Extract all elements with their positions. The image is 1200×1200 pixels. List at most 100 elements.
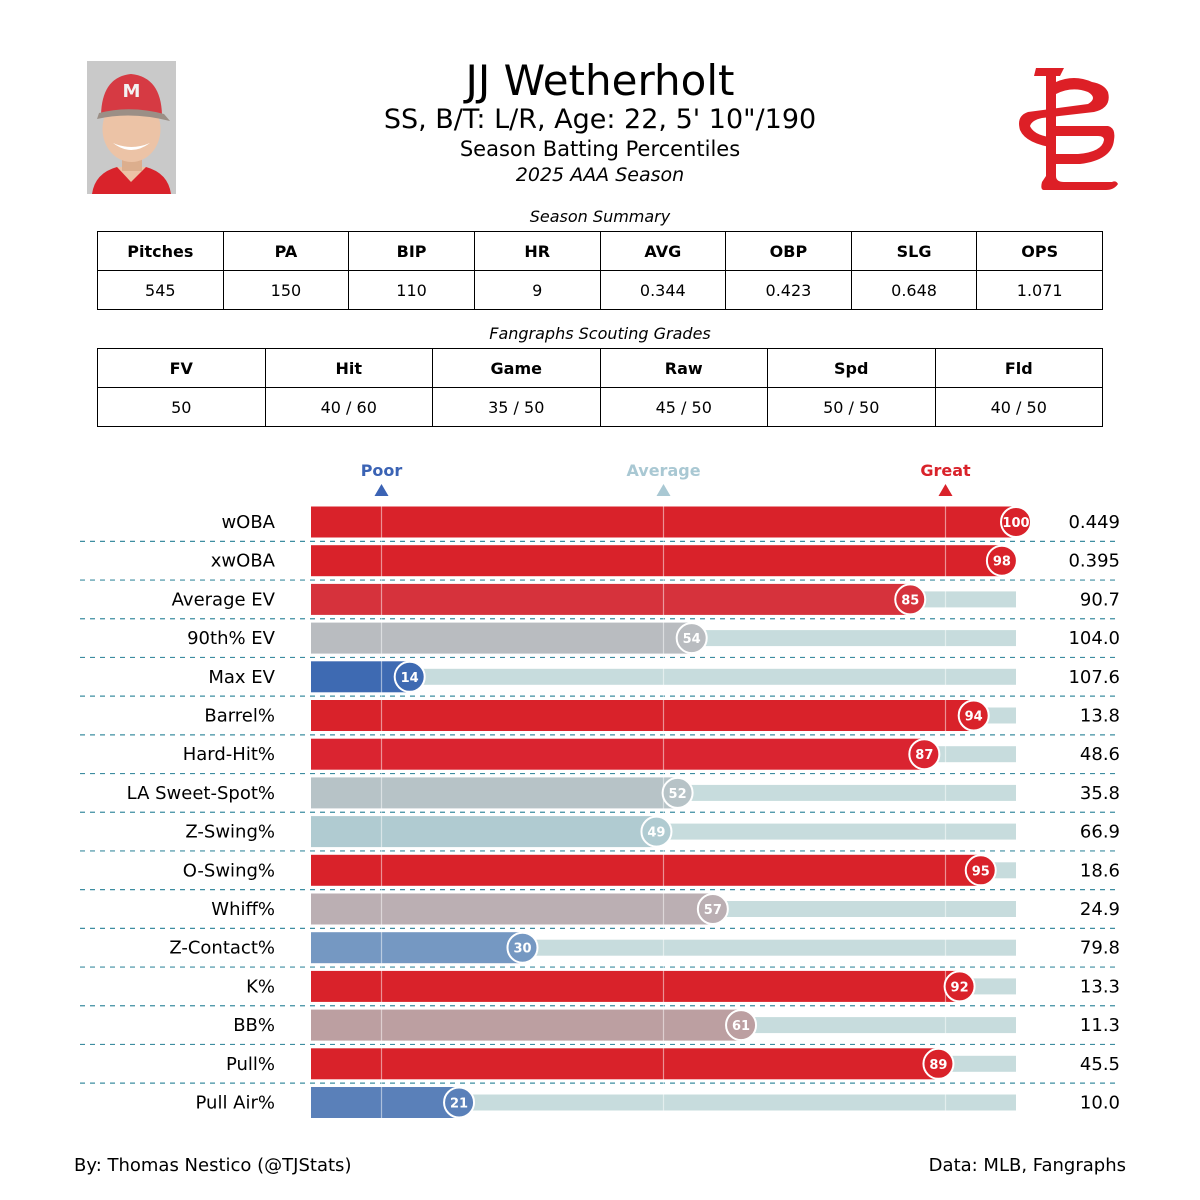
marker-label-average: Average: [626, 461, 700, 480]
label-woba: wOBA: [221, 512, 275, 533]
grades-value-raw: 45 / 50: [599, 387, 768, 427]
value-woba: 0.449: [1068, 512, 1120, 533]
percentile-circle-average-ev: [894, 583, 927, 616]
percentile-label-z-contact: 30: [513, 942, 531, 957]
bar-xwoba: [311, 545, 1002, 577]
percentile-circle-pull-air: [443, 1086, 476, 1119]
percentile-label-hard-hit: 87: [915, 748, 933, 763]
percentile-chart: Poor Average Great wOBA 0.449 xwOBA 0.395 Avera…: [80, 461, 1120, 1119]
value-la-sweet-spot: 35.8: [1080, 783, 1120, 804]
percentile-circle-bb: [725, 1009, 758, 1042]
summary-value-obp: 0.423: [725, 270, 852, 310]
footer-credit: By: Thomas Nestico (@TJStats): [74, 1155, 352, 1176]
stl-cardinals-logo: [1019, 68, 1118, 190]
grades-header-fv: FV: [97, 348, 266, 388]
percentile-circle-max-ev: [393, 660, 426, 693]
grades-header-game: Game: [432, 348, 601, 388]
percentile-circle-barrel: [957, 699, 990, 732]
grades-header-hit: Hit: [264, 348, 433, 388]
marker-triangle-poor: [374, 484, 389, 496]
percentile-label-pull-air: 21: [450, 1097, 468, 1112]
chart-subtitle: Season Batting Percentiles: [459, 137, 741, 161]
percentile-label-la-sweet-spot: 52: [669, 787, 687, 802]
scouting-grades-title: Fangraphs Scouting Grades: [489, 324, 711, 343]
scouting-grades-table: FV Hit Game Raw Spd Fld 50 40 / 60 35 / …: [97, 348, 1103, 427]
marker-triangle-great: [938, 484, 953, 496]
percentile-label-max-ev: 14: [401, 671, 419, 686]
label-xwoba: xwOBA: [211, 551, 276, 572]
summary-header-pa: PA: [222, 231, 350, 271]
value-max-ev: 107.6: [1068, 667, 1120, 688]
label-hard-hit: Hard-Hit%: [183, 744, 275, 765]
summary-header-row: Pitches PA BIP HR AVG OBP SLG OPS: [97, 231, 1103, 271]
percentile-circle-pull: [922, 1047, 955, 1080]
percentile-label-90th-ev: 54: [683, 632, 701, 647]
season-label: 2025 AAA Season: [515, 164, 685, 186]
percentile-label-pull: 89: [929, 1058, 947, 1073]
summary-header-hr: HR: [473, 231, 601, 271]
bar-bb: [311, 1009, 742, 1041]
bar-z-contact: [311, 932, 523, 964]
percentile-circle-whiff: [696, 893, 729, 925]
label-la-sweet-spot: LA Sweet-Spot%: [127, 783, 275, 804]
percentile-circle-xwoba: [985, 544, 1018, 577]
grades-value-row: 50 40 / 60 35 / 50 45 / 50 50 / 50 40 / …: [97, 387, 1103, 427]
label-o-swing: O-Swing%: [183, 860, 275, 881]
player-info: SS, B/T: L/R, Age: 22, 5' 10"/190: [383, 104, 817, 135]
grades-value-game: 35 / 50: [432, 387, 601, 427]
summary-value-ops: 1.071: [976, 270, 1103, 310]
bar-o-swing: [311, 854, 981, 886]
summary-header-pitches: Pitches: [97, 231, 224, 271]
percentile-label-woba: 100: [1002, 516, 1029, 531]
grades-value-fld: 40 / 50: [934, 387, 1103, 427]
label-pull-air: Pull Air%: [196, 1093, 276, 1114]
season-summary-table: Pitches PA BIP HR AVG OBP SLG OPS 545 15…: [97, 231, 1103, 310]
summary-header-bip: BIP: [348, 231, 475, 271]
bar-la-sweet-spot: [311, 777, 678, 809]
value-k: 13.3: [1080, 976, 1120, 997]
label-barrel: Barrel%: [204, 706, 275, 727]
label-k: K%: [246, 976, 275, 997]
percentile-label-z-swing: 49: [647, 826, 665, 841]
value-z-contact: 79.8: [1080, 938, 1120, 959]
value-bb: 11.3: [1080, 1015, 1120, 1036]
value-xwoba: 0.395: [1068, 551, 1120, 572]
label-average-ev: Average EV: [172, 589, 276, 610]
percentile-circle-hard-hit: [908, 738, 941, 771]
summary-value-slg: 0.648: [850, 270, 978, 310]
summary-header-slg: SLG: [850, 231, 978, 271]
grades-header-row: FV Hit Game Raw Spd Fld: [97, 348, 1103, 388]
summary-header-ops: OPS: [976, 231, 1103, 271]
percentile-label-bb: 61: [732, 1019, 750, 1034]
footer-source: Data: MLB, Fangraphs: [928, 1155, 1126, 1176]
summary-value-hr: 9: [473, 270, 601, 310]
bar-barrel: [311, 700, 974, 731]
label-z-swing: Z-Swing%: [185, 822, 275, 843]
value-pull: 45.5: [1080, 1054, 1120, 1075]
grades-header-spd: Spd: [767, 348, 936, 388]
percentile-label-barrel: 94: [965, 710, 983, 725]
percentile-circle-z-swing: [640, 815, 673, 848]
percentile-label-xwoba: 98: [993, 555, 1011, 570]
bar-90th-ev: [311, 622, 692, 654]
grades-value-fv: 50: [97, 387, 266, 427]
summary-header-avg: AVG: [599, 231, 727, 271]
percentile-circle-o-swing: [964, 854, 997, 887]
bar-whiff: [311, 893, 713, 925]
value-barrel: 13.8: [1080, 706, 1120, 727]
percentile-circle-k: [943, 970, 976, 1003]
grades-value-spd: 50 / 50: [767, 387, 936, 427]
marker-triangle-average: [656, 484, 671, 496]
label-max-ev: Max EV: [208, 667, 275, 688]
percentile-circle-woba: [1000, 506, 1032, 538]
percentile-label-k: 92: [951, 980, 969, 995]
season-summary-title: Season Summary: [529, 207, 671, 226]
summary-value-bip: 110: [348, 270, 475, 310]
summary-value-pa: 150: [222, 270, 350, 310]
marker-label-great: Great: [920, 461, 971, 480]
value-whiff: 24.9: [1080, 899, 1120, 920]
value-hard-hit: 48.6: [1080, 744, 1120, 765]
label-pull: Pull%: [226, 1054, 275, 1075]
bar-max-ev: [311, 661, 410, 693]
percentile-label-o-swing: 95: [972, 864, 990, 879]
